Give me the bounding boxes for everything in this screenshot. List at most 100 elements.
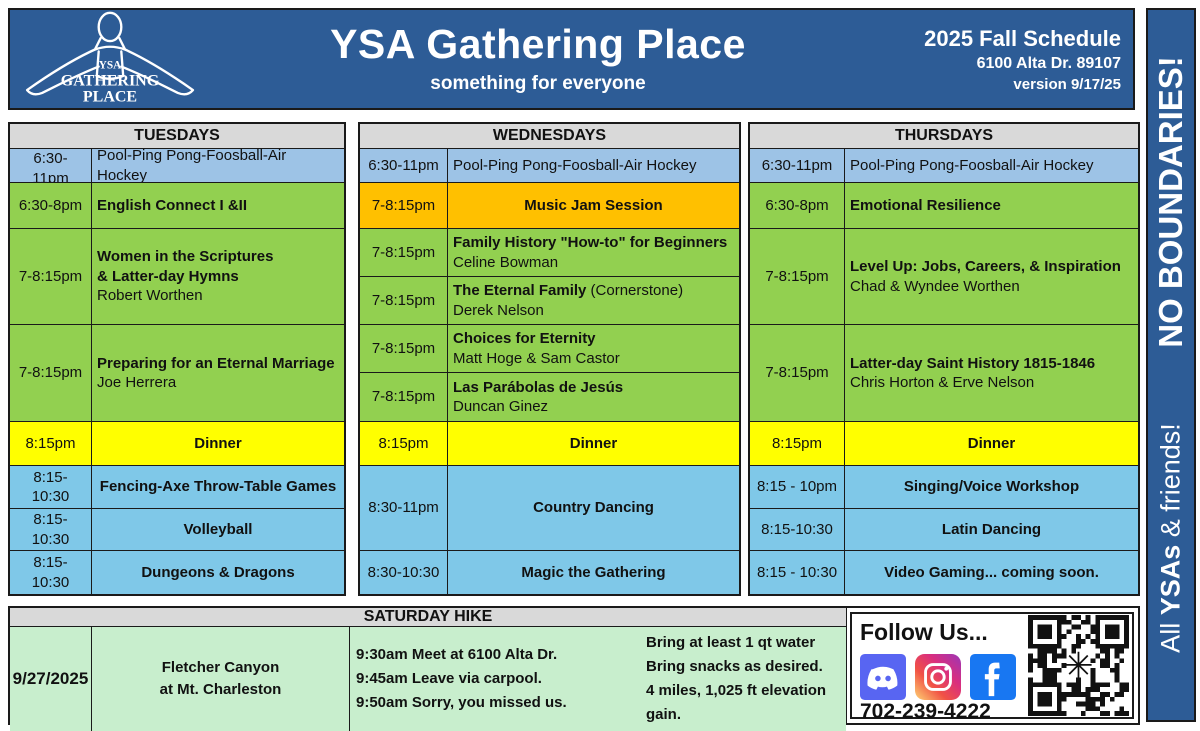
- time-cell: 8:30-11pm: [360, 466, 448, 550]
- hike-details: 9:30am Meet at 6100 Alta Dr. 9:45am Leave…: [350, 627, 846, 731]
- schedule-row: 8:15- 10:30 Volleyball: [10, 509, 344, 551]
- time-cell: 7-8:15pm: [750, 229, 845, 324]
- header-center: YSA Gathering Place something for everyo…: [180, 23, 896, 94]
- activity-cell: Women in the Scriptures & Latter-day Hym…: [97, 248, 274, 305]
- header: YSA GATHERING PLACE YSA Gathering Place …: [8, 8, 1135, 110]
- time-cell: 6:30-8pm: [10, 183, 92, 228]
- activity-cell: Fencing-Axe Throw-Table Games: [99, 478, 337, 496]
- time-cell: 7-8:15pm: [360, 373, 448, 421]
- schedule-row: 7-8:15pm Level Up: Jobs, Careers, & Inspi…: [750, 229, 1138, 325]
- discord-icon[interactable]: [860, 654, 906, 700]
- svg-text:✳: ✳: [1063, 645, 1093, 687]
- day-header: THURSDAYS: [750, 124, 1138, 149]
- social-icons: [860, 654, 1020, 700]
- logo-line3: PLACE: [83, 88, 137, 105]
- day-body: 6:30-11pm Pool-Ping Pong-Foosball-Air Hoc…: [360, 149, 739, 594]
- follow-us-left: Follow Us...: [852, 614, 1024, 723]
- activity-cell: Singing/Voice Workshop: [903, 478, 1080, 496]
- time-cell: 8:15 - 10pm: [750, 466, 845, 508]
- hike-location: Fletcher Canyon at Mt. Charleston: [92, 627, 350, 731]
- day-body: 6:30- 11pm Pool-Ping Pong-Foosball-Air Ho…: [10, 149, 344, 594]
- schedule-row: 8:15 - 10pm Singing/Voice Workshop: [750, 466, 1138, 509]
- activity-cell: Pool-Ping Pong-Foosball-Air Hockey: [453, 156, 697, 174]
- schedule-row: 8:30-10:30 Magic the Gathering: [360, 551, 739, 594]
- time-cell: 8:15- 10:30: [10, 509, 92, 550]
- schedule-row: 8:15- 10:30 Dungeons & Dragons: [10, 551, 344, 594]
- all-ysas-banner: All YSAs & friends!: [1155, 423, 1186, 653]
- schedule-row: 8:15-10:30 Latin Dancing: [750, 509, 1138, 551]
- activity-cell: Pool-Ping Pong-Foosball-Air Hockey: [97, 149, 287, 183]
- ysa-gathering-place-logo: YSA GATHERING PLACE: [10, 10, 210, 108]
- activity-cell: Pool-Ping Pong-Foosball-Air Hockey: [850, 156, 1094, 174]
- time-cell: 8:15pm: [750, 422, 845, 465]
- activity-cell: Dinner: [967, 434, 1016, 452]
- time-cell: 8:15-10:30: [750, 509, 845, 550]
- detail-line: 9:45am Leave via carpool.: [356, 670, 542, 687]
- activity-cell: Latter-day Saint History 1815-1846 Chris …: [850, 354, 1096, 392]
- qr-code[interactable]: ✳: [1024, 614, 1132, 717]
- time-cell: 8:30-10:30: [360, 551, 448, 594]
- schedule-row: 7-8:15pm Music Jam Session: [360, 183, 739, 229]
- schedule-row: 8:15pm Dinner: [360, 422, 739, 466]
- hike-schedule-lines: 9:30am Meet at 6100 Alta Dr. 9:45am Leave…: [356, 643, 628, 715]
- time-cell: 6:30-8pm: [750, 183, 845, 228]
- bottom-section: SATURDAY HIKE 9/27/2025 Fletcher Canyon …: [8, 606, 1140, 731]
- schedule-row: 6:30-11pm Pool-Ping Pong-Foosball-Air Hoc…: [360, 149, 739, 183]
- time-cell: 7-8:15pm: [10, 325, 92, 421]
- time-cell: 7-8:15pm: [360, 183, 448, 228]
- schedule-row: 8:15- 10:30 Fencing-Axe Throw-Table Games: [10, 466, 344, 509]
- schedule-row: 7-8:15pm Latter-day Saint History 1815-18…: [750, 325, 1138, 422]
- facebook-icon[interactable]: [970, 654, 1016, 700]
- schedule-row: 7-8:15pm Preparing for an Eternal Marriag…: [10, 325, 344, 422]
- day-header: WEDNESDAYS: [360, 124, 739, 149]
- activity-cell: Country Dancing: [533, 499, 654, 517]
- activity-cell: Latin Dancing: [941, 520, 1042, 538]
- detail-line: Bring snacks as desired.: [646, 658, 823, 675]
- time-cell: 7-8:15pm: [360, 277, 448, 324]
- time-cell: 8:15 - 10:30: [750, 551, 845, 594]
- detail-line: 9:50am Sorry, you missed us.: [356, 694, 567, 711]
- time-cell: 7-8:15pm: [750, 325, 845, 421]
- activity-cell: Level Up: Jobs, Careers, & Inspiration Ch…: [850, 258, 1121, 295]
- detail-line: 9:30am Meet at 6100 Alta Dr.: [356, 646, 558, 663]
- activity-cell: Choices for Eternity Matt Hoge & Sam Cast…: [453, 330, 620, 367]
- time-cell: 8:15pm: [10, 422, 92, 465]
- time-cell: 6:30- 11pm: [10, 149, 92, 182]
- schedule-row: 7-8:15pm Family History "How-to" for Begi…: [360, 229, 739, 277]
- detail-line: 4 miles, 1,025 ft elevation gain.: [646, 682, 827, 723]
- activity-cell: The Eternal Family (Cornerstone) Derek Ne…: [453, 282, 684, 319]
- schedule-row: 8:30-11pm Country Dancing: [360, 466, 739, 551]
- schedule-version: version 9/17/25: [1013, 75, 1121, 93]
- activity-cell: Las Parábolas de Jesús Duncan Ginez: [453, 378, 624, 416]
- schedule-row: 7-8:15pm Women in the Scriptures & Latter…: [10, 229, 344, 325]
- activity-cell: Emotional Resilience: [850, 196, 1001, 214]
- christ-open-arms-icon: YSA GATHERING PLACE: [25, 11, 195, 105]
- detail-line: Bring at least 1 qt water: [646, 634, 816, 651]
- schedule-row: 8:15pm Dinner: [10, 422, 344, 466]
- activity-cell: Family History "How-to" for Beginners Cel…: [453, 234, 728, 271]
- hike-notes-lines: Bring at least 1 qt water Bring snacks as…: [646, 631, 840, 727]
- schedule-row: 6:30-8pm Emotional Resilience: [750, 183, 1138, 229]
- time-cell: 7-8:15pm: [360, 325, 448, 372]
- page-title: YSA Gathering Place: [330, 21, 746, 68]
- schedule-row: 8:15 - 10:30 Video Gaming... coming soon.: [750, 551, 1138, 594]
- thursday-column: THURSDAYS 6:30-11pm Pool-Ping Pong-Foosba…: [748, 122, 1140, 596]
- schedule-address: 6100 Alta Dr. 89107: [976, 54, 1121, 72]
- logo-line2: GATHERING: [61, 72, 160, 89]
- time-cell: 7-8:15pm: [10, 229, 92, 324]
- day-header: TUESDAYS: [10, 124, 344, 149]
- weekly-schedule: TUESDAYS 6:30- 11pm Pool-Ping Pong-Foosba…: [8, 122, 1140, 596]
- day-body: 6:30-11pm Pool-Ping Pong-Foosball-Air Hoc…: [750, 149, 1138, 594]
- schedule-row: 7-8:15pm Choices for Eternity Matt Hoge & …: [360, 325, 739, 373]
- time-cell: 8:15pm: [360, 422, 448, 465]
- activity-cell: Dinner: [569, 434, 618, 452]
- instagram-icon[interactable]: [915, 654, 961, 700]
- side-banner: NO BOUNDARIES! All YSAs & friends!: [1146, 8, 1196, 722]
- activity-cell: Dinner: [194, 434, 242, 452]
- time-cell: 6:30-11pm: [750, 149, 845, 182]
- schedule-title: 2025 Fall Schedule: [924, 25, 1121, 51]
- saturday-hike-row: 9/27/2025 Fletcher Canyon at Mt. Charles…: [10, 627, 846, 731]
- schedule-row: 6:30-8pm English Connect I &II: [10, 183, 344, 229]
- schedule-row: 6:30- 11pm Pool-Ping Pong-Foosball-Air Ho…: [10, 149, 344, 183]
- no-boundaries-banner: NO BOUNDARIES!: [1152, 56, 1189, 348]
